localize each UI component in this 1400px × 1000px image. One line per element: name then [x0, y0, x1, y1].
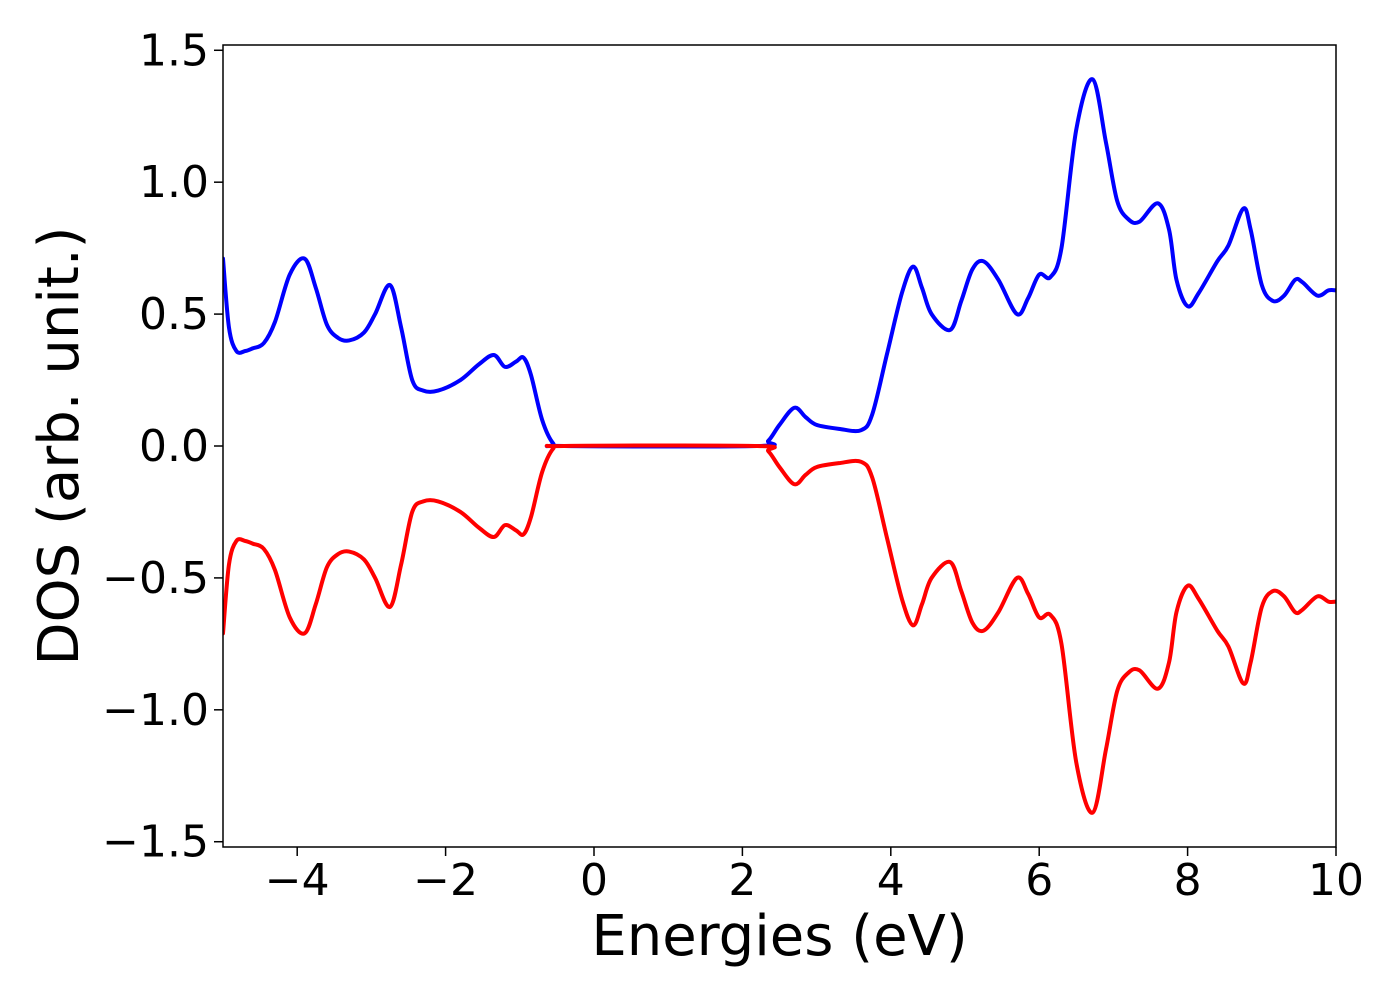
y-axis-ticks: 1.5 1.0 0.5 0.0 −0.5 −1.0 −1.5 — [102, 25, 223, 868]
x-axis-ticks: −4 −2 0 2 4 6 8 10 — [265, 847, 1364, 906]
y-axis-label: DOS (arb. unit.) — [27, 226, 92, 665]
x-tick-label: 0 — [580, 855, 608, 906]
y-tick-label: 0.0 — [139, 421, 209, 472]
y-tick-label: 1.0 — [139, 157, 209, 208]
y-tick-label: −1.0 — [102, 685, 209, 736]
y-tick-label: −0.5 — [102, 553, 209, 604]
series-layer — [223, 77, 1336, 815]
x-tick-label: 6 — [1025, 855, 1053, 906]
y-tick-label: 1.5 — [139, 25, 209, 76]
y-tick-label: −1.5 — [102, 817, 209, 868]
x-tick-label: 4 — [877, 855, 905, 906]
x-tick-label: −4 — [265, 855, 330, 906]
x-tick-label: 10 — [1308, 855, 1364, 906]
series-line-2 — [223, 443, 1336, 815]
x-tick-label: 2 — [728, 855, 756, 906]
x-tick-label: −2 — [413, 855, 478, 906]
series-line-1 — [223, 77, 1336, 449]
x-axis-label: Energies (eV) — [591, 904, 967, 969]
plot-frame — [222, 44, 1337, 848]
x-tick-label: 8 — [1174, 855, 1202, 906]
y-tick-label: 0.5 — [139, 289, 209, 340]
